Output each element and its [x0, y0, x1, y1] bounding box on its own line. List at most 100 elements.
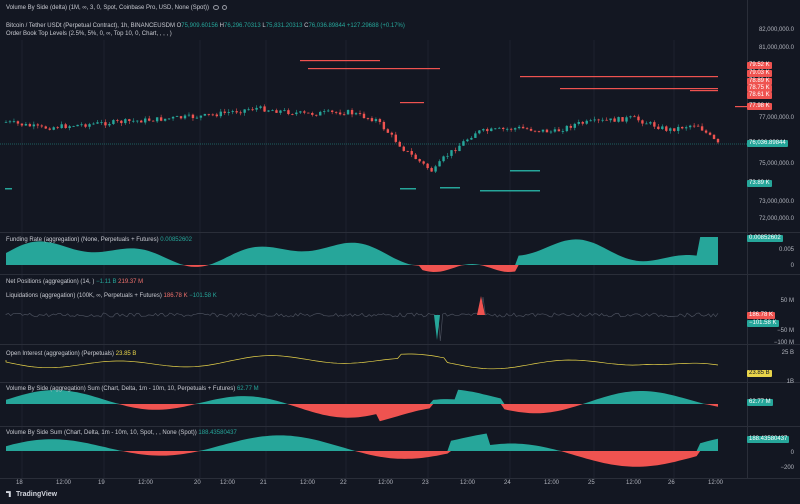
candle — [601, 119, 604, 121]
candle — [267, 110, 270, 112]
candle — [490, 128, 493, 132]
candle — [502, 127, 505, 130]
vbs-agg-legend[interactable]: Volume By Side (aggregation) Sum (Chart,… — [6, 385, 259, 393]
candle — [167, 118, 171, 120]
funding-tag: 0.00852602 — [747, 235, 783, 242]
candle — [211, 114, 215, 116]
orderbook-legend[interactable]: Order Book Top Levels (2.5%, 5%, 0, ∞, T… — [6, 30, 172, 38]
candle — [144, 118, 147, 123]
candle — [342, 114, 346, 116]
candle — [581, 122, 584, 124]
candle — [458, 145, 461, 152]
candle — [32, 124, 36, 127]
candle — [307, 112, 310, 114]
pane-separator[interactable] — [0, 426, 800, 427]
candle — [494, 128, 497, 130]
price-tick: 77,000,000.0 — [758, 115, 794, 121]
netpos-value-2: 219.37 M — [118, 279, 144, 285]
candle — [637, 116, 640, 121]
candle — [350, 110, 354, 115]
candle — [334, 111, 338, 113]
candle — [597, 119, 600, 121]
volume-delta-legend[interactable]: Volume By Side (delta) (1M, ∞, 3, 0, Spo… — [6, 4, 228, 12]
netpos-title: Net Positions (aggregation) (14, ) — [6, 279, 95, 285]
candle — [315, 114, 318, 116]
candle — [677, 126, 680, 131]
oi-legend[interactable]: Open Interest (aggregation) (Perpetuals)… — [6, 350, 136, 358]
orderbook-ask-level — [400, 102, 424, 104]
candle — [68, 126, 71, 128]
ohlc-change: +127.29688 (+0.17%) — [346, 23, 405, 29]
liq-tick: −100 M — [773, 340, 794, 346]
candle — [4, 121, 8, 123]
pane-separator[interactable] — [0, 274, 800, 275]
funding-legend[interactable]: Funding Rate (aggregation) (None, Perpet… — [6, 236, 192, 244]
candle — [303, 111, 306, 113]
orderbook-text: Order Book Top Levels (2.5%, 5%, 0, ∞, T… — [6, 31, 172, 37]
candle — [370, 118, 374, 122]
time-tick: 12:00 — [544, 480, 560, 486]
liq-tick: 50 M — [780, 298, 794, 304]
time-axis[interactable] — [0, 478, 800, 504]
candle — [28, 124, 32, 127]
candle — [470, 137, 473, 140]
time-tick: 22 — [340, 480, 347, 486]
candle — [227, 112, 230, 113]
candle — [426, 163, 429, 169]
vbs-spot-area-positive — [6, 433, 718, 451]
candle — [450, 150, 453, 156]
legend-text: Volume By Side (delta) (1M, ∞, 3, 0, Spo… — [6, 5, 210, 11]
candle — [466, 139, 469, 142]
candle — [72, 126, 75, 127]
candle — [605, 119, 608, 121]
candle — [462, 141, 465, 146]
time-tick: 18 — [16, 480, 23, 486]
orderbook-level-tag: 79.52 K — [747, 62, 772, 69]
candle — [569, 125, 573, 128]
candle — [128, 119, 131, 122]
candle — [621, 117, 624, 122]
candle — [704, 130, 708, 133]
vbs-spot-title: Volume By Side Sum (Chart, Delta, 1m - 1… — [6, 430, 197, 436]
candle — [112, 120, 115, 124]
settings-icon[interactable] — [222, 4, 228, 10]
candle — [159, 117, 163, 121]
pane-separator[interactable] — [0, 382, 800, 383]
pane-separator[interactable] — [0, 232, 800, 233]
candle — [155, 117, 159, 122]
oi-tick: 25 B — [781, 350, 794, 356]
netpos-legend[interactable]: Net Positions (aggregation) (14, ) −1.11… — [6, 278, 143, 286]
time-tick: 19 — [98, 480, 105, 486]
liq-tag: −101.58 K — [747, 320, 779, 327]
pane-separator[interactable] — [0, 344, 800, 345]
candle — [410, 151, 413, 155]
vbs-agg-area-positive — [6, 389, 718, 404]
time-tick: 23 — [422, 480, 429, 486]
eye-icon[interactable] — [212, 4, 219, 10]
vbs-agg-area-negative — [6, 404, 718, 422]
vbs-agg-title: Volume By Side (aggregation) Sum (Chart,… — [6, 386, 236, 392]
candle — [92, 123, 95, 125]
candle — [406, 150, 409, 152]
candle — [661, 126, 664, 130]
candle — [505, 128, 509, 130]
vbs-spot-legend[interactable]: Volume By Side Sum (Chart, Delta, 1m - 1… — [6, 429, 237, 437]
liq-legend[interactable]: Liquidations (aggregation) (100K, ∞, Per… — [6, 292, 217, 300]
chart-canvas[interactable] — [0, 0, 748, 478]
candle — [48, 128, 51, 130]
candle — [549, 131, 553, 133]
vbs-tick: −200 — [780, 465, 794, 471]
orderbook-ask-level — [735, 106, 748, 108]
ohlc-high-label: H — [219, 23, 225, 29]
candle — [104, 122, 107, 126]
candle — [653, 122, 656, 127]
orderbook-bid-level — [400, 188, 416, 190]
tradingview-logo[interactable]: TradingView — [6, 491, 57, 498]
candle — [36, 124, 40, 126]
candle — [645, 123, 648, 125]
candle — [12, 121, 16, 123]
ohlc-low: 75,831.20313 — [265, 23, 303, 29]
candle — [8, 121, 12, 123]
symbol-legend[interactable]: Bitcoin / Tether USDt (Perpetual Contrac… — [6, 22, 405, 30]
